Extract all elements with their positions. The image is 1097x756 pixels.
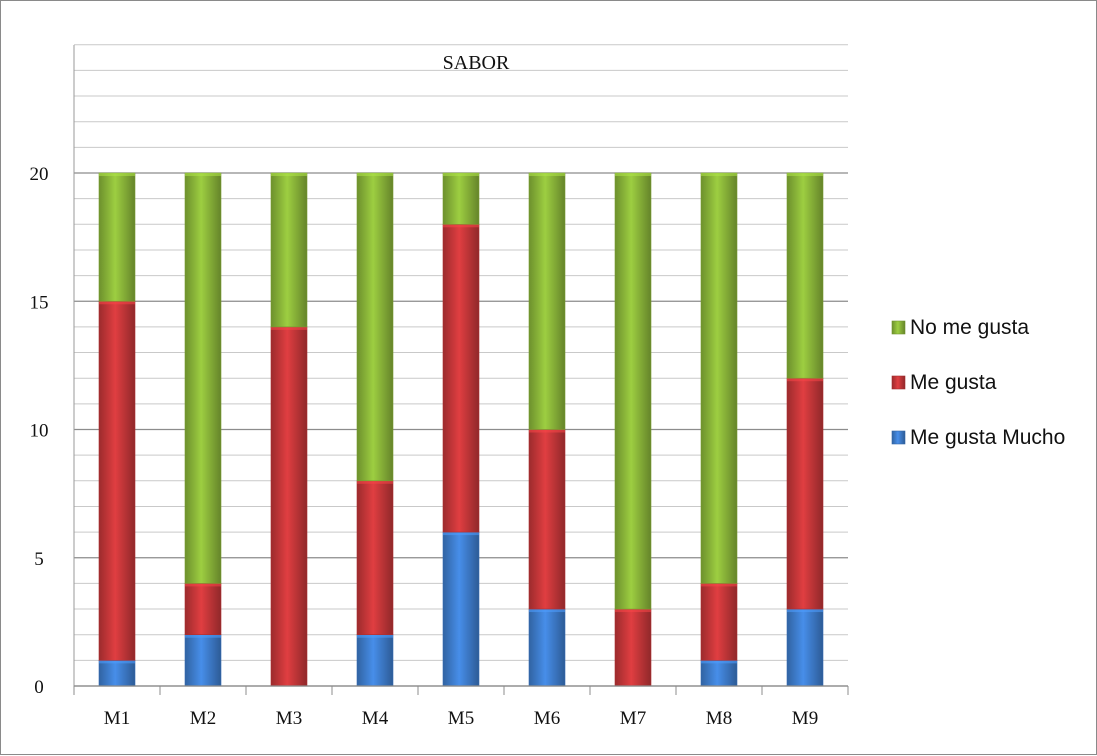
bar-segment-highlight [701, 660, 737, 664]
bar-segment-m3-no-me-gusta [270, 172, 308, 328]
bar-segment-highlight [271, 173, 307, 176]
bar-segment-m2-me-gusta-mucho [184, 634, 222, 687]
bar-segment-m1-me-gusta [98, 300, 136, 661]
x-tick-labels: M1 M2 M3 M4 M5 M6 M7 M8 M9 [104, 708, 818, 729]
bar-segment-m4-no-me-gusta [356, 172, 394, 482]
bar-segment-m8-me-gusta [700, 583, 738, 661]
bar-segment-highlight [443, 532, 479, 536]
bar-segment-highlight [615, 609, 651, 613]
bar-segment-highlight [787, 173, 823, 176]
bar-segment-m1-me-gusta-mucho [98, 660, 136, 687]
bar-segment-highlight [529, 609, 565, 613]
bar-segment-m6-me-gusta [528, 429, 566, 610]
bar-segment-highlight [701, 173, 737, 176]
bar-segment-highlight [271, 326, 307, 330]
bar-segment-highlight [185, 173, 221, 176]
chart-title: SABOR [443, 52, 510, 74]
y-tick-label: 0 [34, 677, 44, 698]
legend-item: Me gusta Mucho [891, 426, 1065, 449]
bar-segment-m8-no-me-gusta [700, 172, 738, 584]
y-tick-label: 15 [30, 292, 49, 313]
bar-segment-highlight [701, 583, 737, 587]
x-tick-label: M2 [190, 708, 216, 729]
bar-segment-highlight [99, 660, 135, 664]
x-tick-label: M8 [706, 708, 732, 729]
bar-segment-highlight [99, 173, 135, 176]
y-tick-label: 5 [34, 549, 44, 570]
legend-swatch [891, 375, 906, 390]
bar-segment-m9-me-gusta [786, 377, 824, 610]
bar-segment-highlight [185, 583, 221, 587]
bar-segment-highlight [357, 173, 393, 176]
x-tick-label: M5 [448, 708, 474, 729]
legend-swatch [891, 430, 906, 445]
bar-segment-highlight [787, 378, 823, 382]
bar-segment-highlight [443, 173, 479, 176]
bar-segment-m8-me-gusta-mucho [700, 660, 738, 687]
y-tick-labels: 0 5 10 15 20 [30, 164, 49, 698]
legend-item: Me gusta [891, 371, 997, 394]
bar-segment-highlight [615, 173, 651, 176]
bar-segment-m5-me-gusta-mucho [442, 531, 480, 687]
bars [98, 172, 824, 687]
legend-item: No me gusta [891, 316, 1029, 339]
bar-segment-m7-me-gusta [614, 608, 652, 687]
bar-segment-highlight [443, 224, 479, 228]
bar-segment-highlight [357, 634, 393, 638]
legend-label: Me gusta Mucho [910, 426, 1065, 449]
legend-swatch [891, 320, 906, 335]
bar-segment-highlight [529, 173, 565, 176]
x-tick-label: M4 [362, 708, 389, 729]
bar-segment-m9-me-gusta-mucho [786, 608, 824, 687]
axes [73, 45, 849, 695]
x-tick-label: M3 [276, 708, 302, 729]
bar-segment-m9-no-me-gusta [786, 172, 824, 379]
bar-segment-m4-me-gusta [356, 480, 394, 635]
bar-segment-m7-no-me-gusta [614, 172, 652, 610]
bar-segment-highlight [529, 429, 565, 433]
bar-segment-m4-me-gusta-mucho [356, 634, 394, 687]
y-tick-label: 10 [30, 421, 49, 442]
legend-label: Me gusta [910, 371, 997, 394]
bar-segment-m5-no-me-gusta [442, 172, 480, 225]
x-tick-label: M7 [620, 708, 646, 729]
bar-segment-m5-me-gusta [442, 224, 480, 533]
bar-segment-m3-me-gusta [270, 326, 308, 687]
bar-segment-m2-me-gusta [184, 583, 222, 636]
bar-segment-highlight [185, 634, 221, 638]
bar-segment-m6-me-gusta-mucho [528, 608, 566, 687]
x-tick-label: M6 [534, 708, 560, 729]
bar-segment-m1-no-me-gusta [98, 172, 136, 302]
bar-segment-m2-no-me-gusta [184, 172, 222, 584]
x-tick-label: M9 [792, 708, 818, 729]
legend: No me gusta Me gusta Me gusta Mucho [891, 316, 1065, 449]
bar-segment-highlight [787, 609, 823, 613]
legend-label: No me gusta [910, 316, 1029, 339]
x-tick-label: M1 [104, 708, 130, 729]
y-tick-label: 20 [30, 164, 49, 185]
bar-segment-highlight [99, 301, 135, 305]
bar-segment-m6-no-me-gusta [528, 172, 566, 430]
bar-segment-highlight [357, 480, 393, 484]
